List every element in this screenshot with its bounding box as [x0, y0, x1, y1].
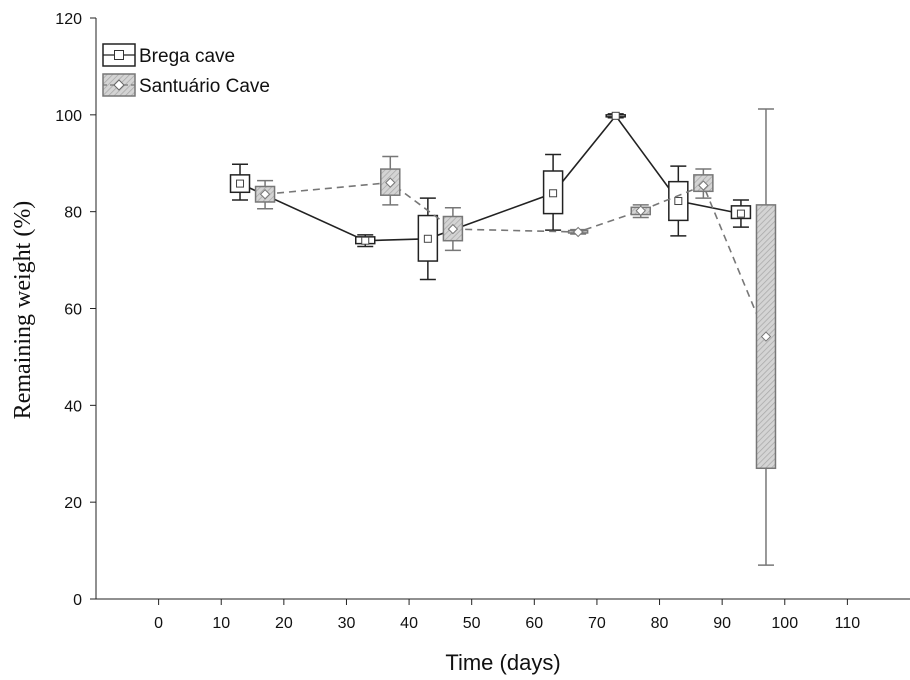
legend-label: Santuário Cave — [139, 76, 270, 97]
legend-item: Santuário Cave — [102, 73, 270, 97]
y-tick-label: 0 — [73, 592, 82, 609]
mean-marker — [236, 179, 245, 188]
y-ticks: 0 20 40 60 80 100 120 — [55, 11, 96, 609]
mean-marker — [385, 177, 396, 188]
box-whisker — [730, 199, 752, 228]
mean-marker — [259, 189, 271, 200]
x-tick-label: 40 — [400, 615, 418, 632]
x-tick-label: 110 — [835, 615, 861, 632]
mean-marker — [698, 180, 709, 191]
series-layer — [229, 108, 777, 566]
box-whisker — [254, 179, 276, 210]
y-tick-label: 100 — [55, 108, 82, 125]
legend-label: Brega cave — [139, 46, 235, 67]
box-whisker — [605, 111, 626, 120]
box-whisker — [229, 163, 251, 201]
mean-marker — [760, 331, 772, 342]
x-tick-label: 90 — [713, 615, 731, 632]
box-whisker — [417, 197, 439, 281]
x-tick-label: 0 — [154, 615, 163, 632]
x-tick-label: 100 — [771, 615, 798, 632]
x-axis-label: Time (days) — [445, 650, 560, 675]
x-tick-label: 10 — [212, 615, 230, 632]
mean-marker — [447, 223, 459, 235]
legend-marker — [113, 79, 125, 91]
x-tick-label: 70 — [588, 615, 606, 632]
mean-marker — [572, 226, 584, 238]
series-mean-line — [239, 114, 742, 242]
y-tick-label: 80 — [64, 205, 82, 222]
y-tick-label: 120 — [55, 11, 82, 28]
series-mean-line — [265, 181, 767, 337]
mean-marker — [423, 234, 432, 243]
legend: Brega cave Santuário Cave — [102, 43, 270, 97]
x-tick-label: 20 — [275, 615, 293, 632]
x-tick-label: 80 — [651, 615, 669, 632]
y-tick-label: 20 — [64, 495, 82, 512]
y-axis-label: Remaining weight (%) — [10, 201, 36, 420]
x-tick-label: 60 — [525, 615, 543, 632]
box-whisker — [354, 234, 376, 248]
mean-marker — [736, 209, 745, 218]
box-whisker — [442, 207, 464, 252]
mean-marker — [361, 236, 370, 245]
mean-marker — [611, 111, 620, 120]
legend-marker — [114, 50, 124, 60]
x-tick-label: 50 — [463, 615, 481, 632]
box-whisker — [542, 153, 564, 231]
x-tick-label: 30 — [338, 615, 356, 632]
box-whisker — [567, 226, 589, 238]
series-1 — [229, 111, 752, 281]
legend-item: Brega cave — [102, 43, 235, 67]
axes: 0 20 40 60 80 100 120 0 10 20 30 40 50 60 70 80 90 100 11… — [55, 11, 910, 632]
series-2 — [254, 108, 777, 566]
mean-marker — [635, 205, 646, 216]
mean-marker — [674, 197, 683, 206]
x-ticks: 0 10 20 30 40 50 60 70 80 90 100 110 — [154, 599, 860, 632]
mean-marker — [549, 189, 558, 198]
box-whisker — [630, 204, 652, 219]
box-whisker — [755, 108, 777, 566]
box-whisker — [693, 168, 714, 199]
box-whisker — [668, 165, 689, 237]
y-tick-label: 40 — [64, 398, 82, 415]
box-whisker — [380, 155, 401, 206]
y-tick-label: 60 — [64, 302, 82, 319]
